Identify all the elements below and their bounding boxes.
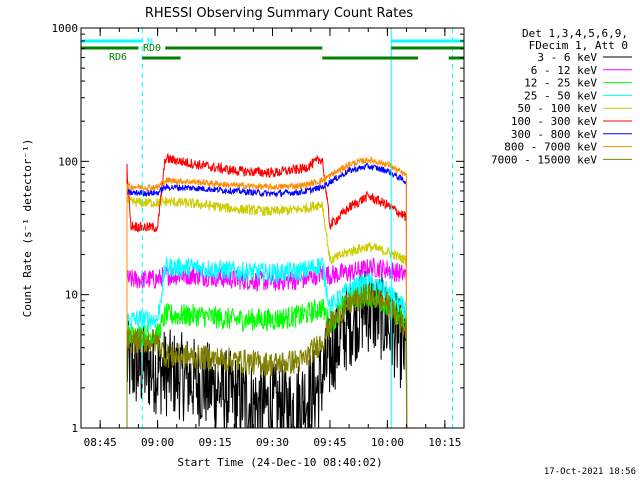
legend-entry-label-3: 25 - 50 keV: [524, 89, 597, 102]
flag-bar-label-1: RD0: [143, 43, 161, 54]
y-tick-label-0: 1: [71, 422, 78, 435]
legend-entry-label-8: 7000 - 15000 keV: [491, 153, 597, 166]
timestamp: 17-Oct-2021 18:56: [544, 467, 636, 477]
series-line-2: [126, 284, 408, 428]
x-tick-label-5: 10:00: [371, 436, 404, 449]
legend-entry-label-2: 12 - 25 keV: [524, 77, 597, 90]
y-tick-label-1: 10: [65, 289, 78, 302]
y-tick-label-2: 100: [58, 155, 78, 168]
legend-entry-label-4: 50 - 100 keV: [518, 102, 598, 115]
x-tick-label-3: 09:30: [256, 436, 289, 449]
legend-entry-label-0: 3 - 6 keV: [537, 51, 597, 64]
series-line-6: [126, 162, 408, 428]
series-line-1: [126, 257, 408, 428]
x-tick-label-4: 09:45: [313, 436, 346, 449]
legend-header-1: FDecim 1, Att 0: [529, 39, 628, 52]
legend: Det 1,3,4,5,6,9,FDecim 1, Att 03 - 6 keV…: [491, 27, 632, 166]
y-tick-label-3: 1000: [52, 22, 79, 35]
x-tick-label-2: 09:15: [198, 436, 231, 449]
x-tick-label-0: 08:45: [84, 436, 117, 449]
y-axis-label: Count Rate (s⁻¹ detector⁻¹): [21, 139, 34, 318]
series-layer: [126, 152, 408, 428]
series-line-3: [126, 257, 408, 428]
legend-entry-label-6: 300 - 800 keV: [511, 128, 597, 141]
x-axis-label: Start Time (24-Dec-10 08:40:02): [177, 456, 382, 469]
series-line-5: [126, 152, 408, 428]
series-line-7: [126, 156, 408, 428]
flag-bar-label-2: RD6: [109, 52, 127, 63]
legend-entry-label-5: 100 - 300 keV: [511, 115, 597, 128]
legend-header-0: Det 1,3,4,5,6,9,: [522, 27, 628, 40]
flag-bar-label-0: N: [147, 37, 153, 48]
legend-entry-label-1: 6 - 12 keV: [531, 64, 598, 77]
x-tick-label-6: 10:15: [428, 436, 461, 449]
legend-entry-label-7: 800 - 7000 keV: [504, 141, 597, 154]
series-line-4: [126, 195, 408, 428]
axes: 08:45 09:00 09:15 09:30 09:45 10:00 10:15 1 10 10…: [52, 22, 465, 449]
x-tick-label-1: 09:00: [141, 436, 174, 449]
chart-title: RHESSI Observing Summary Count Rates: [145, 6, 414, 21]
series-line-8: [126, 283, 408, 428]
